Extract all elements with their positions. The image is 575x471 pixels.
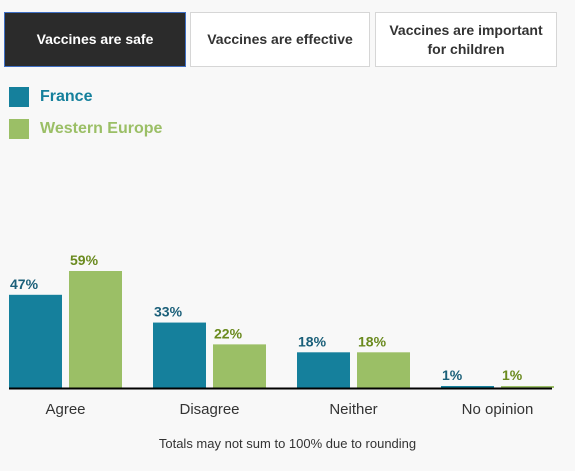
tab-bar: Vaccines are safe Vaccines are effective…: [4, 12, 557, 67]
data-label-france-agree: 47%: [10, 276, 39, 292]
category-label-agree: Agree: [45, 401, 85, 418]
data-label-france-disagree: 33%: [154, 304, 183, 320]
data-label-western-europe-agree: 59%: [70, 252, 99, 268]
legend-label-france: France: [40, 88, 93, 105]
tab-vaccines-effective-label: Vaccines are effective: [207, 31, 353, 47]
data-label-western-europe-neither: 18%: [358, 333, 387, 349]
tab-vaccines-important[interactable]: Vaccines are important for children: [375, 12, 557, 67]
data-label-france-neither: 18%: [298, 333, 327, 349]
tab-vaccines-safe-label: Vaccines are safe: [36, 31, 154, 47]
legend-swatch-france: [9, 87, 29, 107]
tab-vaccines-safe[interactable]: Vaccines are safe: [4, 12, 186, 67]
data-label-western-europe-no-opinion: 1%: [502, 367, 523, 383]
bar-france-disagree: [153, 322, 206, 388]
bar-france-agree: [9, 294, 62, 388]
legend-swatch-western-europe: [9, 119, 29, 139]
category-label-neither: Neither: [329, 401, 377, 418]
bar-western-europe-no-opinion: [501, 386, 554, 388]
bar-france-no-opinion: [441, 386, 494, 388]
bar-western-europe-agree: [69, 271, 122, 388]
legend-item-western-europe: Western Europe: [9, 119, 162, 139]
category-label-disagree: Disagree: [179, 401, 239, 418]
chart-legend: France Western Europe: [9, 87, 162, 151]
bar-western-europe-disagree: [213, 344, 266, 388]
bar-western-europe-neither: [357, 352, 410, 388]
data-label-western-europe-disagree: 22%: [214, 325, 243, 341]
bar-france-neither: [297, 352, 350, 388]
data-label-france-no-opinion: 1%: [442, 367, 463, 383]
category-label-no-opinion: No opinion: [462, 401, 534, 418]
tab-vaccines-important-line2: for children: [427, 40, 505, 57]
footnote: Totals may not sum to 100% due to roundi…: [158, 436, 417, 451]
tab-vaccines-important-label: Vaccines are important for children: [389, 21, 542, 59]
legend-label-western-europe: Western Europe: [40, 120, 163, 137]
tab-vaccines-important-line1: Vaccines are important: [389, 21, 543, 38]
legend-item-france: France: [9, 87, 162, 107]
tab-vaccines-effective[interactable]: Vaccines are effective: [190, 12, 370, 67]
